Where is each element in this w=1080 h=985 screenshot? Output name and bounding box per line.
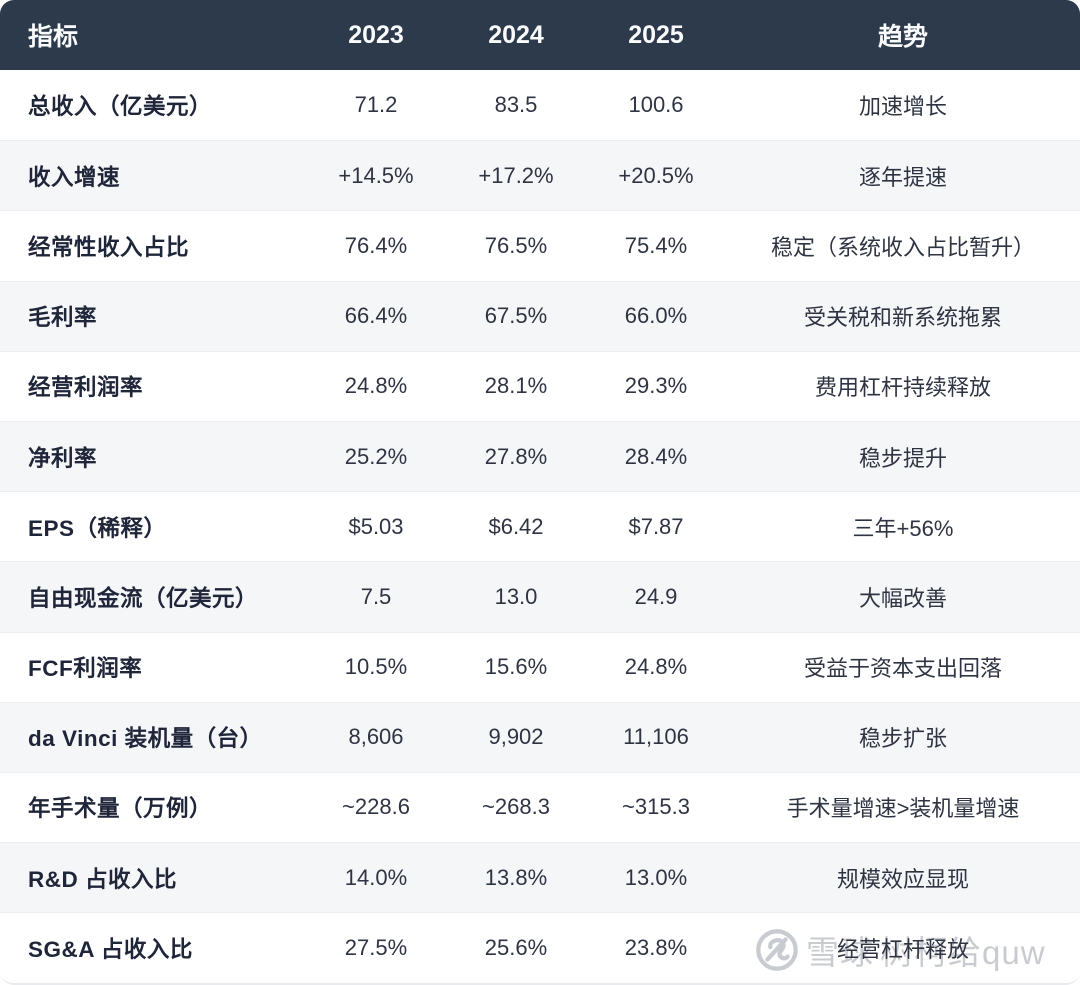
row-value-2025: 24.8% [624,654,688,680]
row-trend: 稳定（系统收入占比暂升） [770,234,1035,260]
row-value-2025: 28.4% [624,443,688,469]
table-row: 收入增速 +14.5% +17.2% +20.5% 逐年提速 [0,140,1080,211]
row-value-2024: 67.5% [484,303,548,329]
table-body: 总收入（亿美元） 71.2 83.5 100.6 加速增长 收入增速 +14.5… [0,70,1080,983]
row-label: 总收入（亿美元） [28,94,213,120]
row-label: da Vinci 装机量（台） [28,726,263,752]
row-value-2023: $5.03 [348,513,404,539]
row-value-2024: 83.5 [494,92,538,118]
row-trend: 手术量增速>装机量增速 [786,796,1020,822]
row-value-2025: +20.5% [618,162,694,188]
row-label: EPS（稀释） [28,515,167,541]
row-label: SG&A 占收入比 [28,936,193,962]
row-value-2024: $6.42 [488,513,544,539]
row-value-2025: 75.4% [624,232,688,258]
column-header-2025: 2025 [628,20,684,49]
row-value-2024: 25.6% [484,934,548,960]
table-row: EPS（稀释） $5.03 $6.42 $7.87 三年+56% [0,491,1080,562]
row-trend: 稳步提升 [858,445,947,471]
table-row: da Vinci 装机量（台） 8,606 9,902 11,106 稳步扩张 [0,701,1080,772]
row-value-2024: 15.6% [484,654,548,680]
row-value-2023: 8,606 [348,724,404,750]
row-value-2025: 29.3% [624,373,688,399]
row-value-2024: 9,902 [488,724,544,750]
row-trend: 大幅改善 [858,585,947,611]
row-value-2023: 27.5% [344,934,408,960]
table-row: FCF利润率 10.5% 15.6% 24.8% 受益于资本支出回落 [0,631,1080,702]
row-value-2024: 28.1% [484,373,548,399]
row-trend: 费用杠杆持续释放 [814,375,991,401]
row-value-2025: 100.6 [628,92,684,118]
row-value-2024: 13.8% [484,864,548,890]
table-row: 毛利率 66.4% 67.5% 66.0% 受关税和新系统拖累 [0,280,1080,351]
row-trend: 稳步扩张 [858,726,947,752]
row-trend: 三年+56% [852,515,954,541]
row-value-2024: +17.2% [478,162,554,188]
column-header-2023: 2023 [348,20,404,49]
table-row: 自由现金流（亿美元） 7.5 13.0 24.9 大幅改善 [0,561,1080,632]
table-row: 总收入（亿美元） 71.2 83.5 100.6 加速增长 [0,70,1080,141]
row-trend: 逐年提速 [858,164,947,190]
row-value-2023: 71.2 [354,92,398,118]
row-value-2023: +14.5% [338,162,414,188]
row-value-2025: 66.0% [624,303,688,329]
row-label: 经营利润率 [28,375,144,401]
row-label: 自由现金流（亿美元） [28,585,259,611]
table-row: SG&A 占收入比 27.5% 25.6% 23.8% 经营杠杆释放 [0,912,1080,983]
row-value-2023: 25.2% [344,443,408,469]
column-header-2024: 2024 [488,20,544,49]
row-value-2023: 14.0% [344,864,408,890]
row-trend: 规模效应显现 [836,866,969,892]
row-label: 年手术量（万例） [28,796,213,822]
row-value-2024: 76.5% [484,232,548,258]
row-value-2025: 13.0% [624,864,688,890]
row-trend: 受益于资本支出回落 [803,656,1002,682]
row-value-2023: 76.4% [344,232,408,258]
column-header-indicator: 指标 [28,23,79,51]
row-value-2025: $7.87 [628,513,684,539]
row-label: R&D 占收入比 [28,866,177,892]
table-row: 经营利润率 24.8% 28.1% 29.3% 费用杠杆持续释放 [0,350,1080,421]
row-label: 经常性收入占比 [28,234,190,260]
row-trend: 经营杠杆释放 [836,936,969,962]
row-label: 毛利率 [28,305,98,331]
row-value-2025: ~315.3 [622,794,690,820]
row-value-2023: 7.5 [360,583,392,609]
row-value-2025: 11,106 [623,724,689,750]
row-label: 收入增速 [28,164,121,190]
row-value-2023: 10.5% [344,654,408,680]
row-value-2025: 24.9 [634,583,678,609]
row-value-2024: 13.0 [494,583,538,609]
table-row: R&D 占收入比 14.0% 13.8% 13.0% 规模效应显现 [0,842,1080,913]
table-row: 净利率 25.2% 27.8% 28.4% 稳步提升 [0,420,1080,492]
row-value-2023: ~228.6 [342,794,410,820]
row-value-2024: ~268.3 [482,794,550,820]
row-value-2023: 24.8% [344,373,408,399]
row-value-2024: 27.8% [484,443,548,469]
row-trend: 加速增长 [858,94,947,120]
column-header-trend: 趋势 [877,23,928,51]
row-value-2023: 66.4% [344,303,408,329]
row-trend: 受关税和新系统拖累 [803,305,1002,331]
table-row: 年手术量（万例） ~228.6 ~268.3 ~315.3 手术量增速>装机量增… [0,771,1080,843]
table-header-row: 指标 2023 2024 2025 趋势 [0,0,1080,70]
row-value-2025: 23.8% [624,934,688,960]
row-label: 净利率 [28,445,98,471]
row-label: FCF利润率 [28,656,143,682]
table-row: 经常性收入占比 76.4% 76.5% 75.4% 稳定（系统收入占比暂升） [0,210,1080,281]
